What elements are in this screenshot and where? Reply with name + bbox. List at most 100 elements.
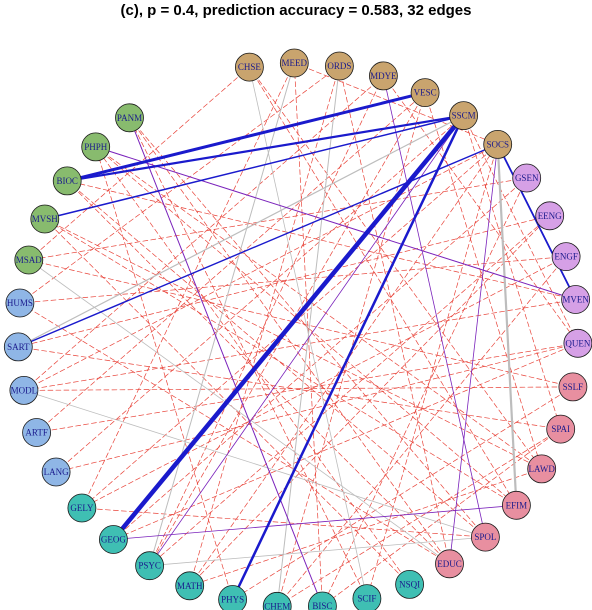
nodes-layer: CHSE MEED ORDS MDYE VESC SSCM SOCS GSEN EENG ENGF… — [3, 48, 592, 610]
edge-socs-sart — [17, 143, 499, 348]
edge-quen-artf — [36, 342, 579, 433]
node-engf: ENGF — [551, 242, 581, 272]
edge-phys-phph — [95, 146, 233, 600]
edge-vesc-bioc — [65, 91, 427, 183]
node-gely: GELY — [67, 493, 97, 523]
node-lawd: LAWD — [527, 454, 557, 484]
node-label: BISC — [312, 601, 332, 610]
node-eeng: EENG — [535, 201, 565, 231]
node-modl: MODL — [9, 375, 39, 405]
node-circle — [502, 490, 531, 520]
node-label: BIOC — [56, 176, 78, 186]
edge-socs-mven — [496, 143, 577, 301]
node-circle — [218, 585, 247, 610]
node-circle — [483, 129, 513, 159]
edge-gely-meed — [81, 62, 295, 509]
node-circle — [262, 591, 292, 610]
node-circle — [410, 78, 440, 107]
node-circle — [449, 101, 479, 130]
node-label: MSAD — [16, 255, 43, 265]
node-circle — [546, 414, 576, 444]
edge-panm-educ — [129, 117, 450, 565]
node-psyc: PSYC — [135, 551, 165, 581]
edge-spol-panm — [129, 117, 486, 538]
node-circle — [395, 570, 425, 599]
edge-socs-modl — [23, 144, 499, 391]
node-label: VESC — [414, 88, 437, 98]
edge-vesc-lawd — [424, 92, 543, 470]
node-label: SSCM — [452, 111, 476, 121]
node-circle — [67, 493, 97, 523]
node-label: MODL — [11, 385, 38, 395]
edge-mvsh-lawd — [44, 218, 543, 470]
node-hums: HUMS — [5, 288, 35, 318]
node-circle — [5, 288, 35, 318]
node-label: SPAI — [551, 424, 570, 434]
edge-geog-efim — [113, 504, 517, 540]
edge-gsen-msad — [28, 177, 528, 261]
node-geog: GEOG — [99, 525, 128, 554]
edge-mven-modl — [23, 299, 576, 391]
node-label: SSLF — [563, 382, 584, 392]
edge-sscm-phys — [231, 114, 465, 601]
node-label: MEED — [282, 58, 308, 68]
node-label: SCIF — [357, 594, 376, 604]
node-panm: PANM — [115, 103, 144, 133]
node-spai: SPAI — [546, 414, 576, 444]
node-circle — [135, 551, 165, 581]
edge-scif-panm — [129, 117, 368, 599]
figure-title: (c), p = 0.4, prediction accuracy = 0.58… — [120, 2, 472, 19]
node-gsen: GSEN — [512, 163, 542, 193]
edge-spai-bisc — [322, 428, 562, 607]
edge-sscm-sart — [17, 114, 465, 348]
node-label: CHSE — [238, 62, 262, 72]
edge-mdye-spol — [382, 75, 486, 538]
node-sart: SART — [3, 332, 33, 362]
node-circle — [41, 457, 71, 487]
node-label: ARTF — [25, 428, 47, 438]
edges-layer — [17, 62, 579, 607]
node-nsqi: NSQI — [395, 570, 425, 599]
node-phph: PHPH — [81, 132, 111, 162]
node-label: GEOG — [101, 535, 126, 545]
node-label: HUMS — [7, 298, 33, 308]
edge-phph-mven — [95, 146, 577, 300]
node-label: MDYE — [370, 71, 397, 81]
node-label: PSYC — [138, 561, 161, 571]
node-socs: SOCS — [483, 129, 513, 159]
edge-engf-hums — [19, 256, 567, 304]
node-label: PANM — [117, 113, 142, 123]
node-circle — [470, 522, 500, 552]
edge-psyc-mdye — [149, 75, 384, 567]
edge-psyc-spol — [149, 536, 486, 567]
node-label: GELY — [70, 503, 94, 513]
edge-sscm-mvsh — [44, 114, 465, 220]
node-circle — [175, 571, 205, 601]
edge-sscm-quen — [463, 115, 579, 344]
node-label: GSEN — [515, 173, 539, 183]
edge-ords-educ — [339, 65, 450, 565]
edge-socs-educ — [449, 143, 499, 565]
node-math: MATH — [175, 571, 205, 601]
node-circle — [99, 525, 128, 554]
edge-msad-educ — [28, 259, 450, 565]
node-circle — [52, 166, 82, 196]
node-bioc: BIOC — [52, 166, 82, 196]
edge-ords-chem — [276, 65, 340, 607]
node-circle — [9, 375, 39, 405]
edge-efim-mvsh — [44, 218, 517, 506]
node-chse: CHSE — [234, 52, 264, 82]
edge-spai-sart — [17, 346, 562, 430]
node-label: EFIM — [506, 500, 528, 510]
node-msad: MSAD — [14, 245, 44, 275]
node-vesc: VESC — [410, 78, 440, 107]
edge-engf-gely — [81, 256, 567, 509]
edge-meed-socs — [293, 62, 499, 145]
edge-gsen-geog — [113, 177, 528, 540]
edge-sscm-geog — [111, 113, 466, 542]
node-circle — [279, 48, 309, 78]
node-meed: MEED — [279, 48, 309, 78]
edge-quen-lang — [55, 342, 579, 473]
edge-socs-efim — [496, 143, 518, 507]
